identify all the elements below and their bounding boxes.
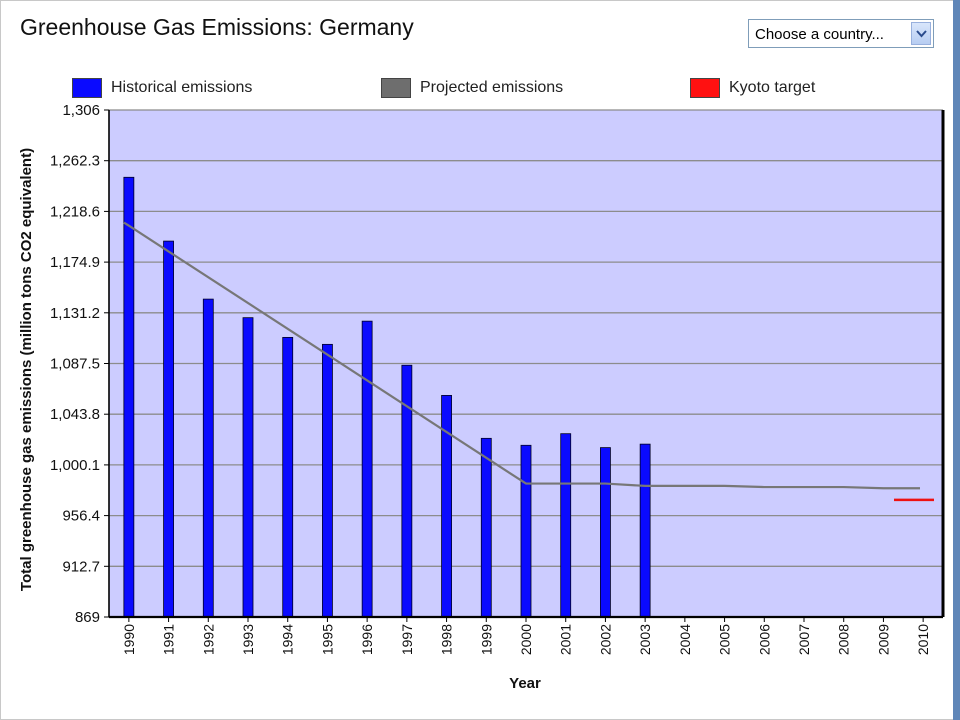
bar-1996 (361, 320, 373, 618)
bar-1992 (202, 298, 214, 618)
y-tick-label: 1,218.6 (50, 203, 100, 220)
country-select[interactable]: Choose a country... (748, 19, 934, 48)
bar-1999 (480, 437, 492, 618)
legend-historical-label: Historical emissions (111, 79, 253, 96)
x-tick-label: 1991 (161, 624, 177, 655)
projection-line (123, 221, 920, 490)
page-title: Greenhouse Gas Emissions: Germany (20, 14, 414, 40)
x-tick-label: 1990 (121, 624, 137, 655)
x-tick-label: 1993 (240, 624, 256, 655)
y-tick-label: 1,087.5 (50, 356, 100, 373)
x-tick-label: 1992 (200, 624, 216, 655)
bar-2001 (560, 433, 572, 618)
x-tick-label: 2008 (836, 624, 852, 655)
chevron-down-icon[interactable] (911, 22, 931, 45)
y-tick-label: 956.4 (62, 508, 100, 525)
y-tick-label: 1,131.2 (50, 305, 100, 322)
y-tick-label: 1,262.3 (50, 153, 100, 170)
bar-2003 (639, 443, 651, 618)
y-tick-label: 1,000.1 (50, 457, 100, 474)
legend-kyoto-label: Kyoto target (729, 79, 816, 96)
bar-1995 (322, 343, 333, 618)
y-axis-title: Total greenhouse gas emissions (million … (18, 148, 35, 591)
y-tick-label: 1,043.8 (50, 406, 100, 423)
y-tick-label: 869 (75, 609, 100, 626)
window-edge-bar (953, 0, 960, 720)
x-tick-label: 2003 (637, 624, 653, 655)
legend-projected-swatch (381, 78, 411, 98)
y-tick-label: 912.7 (62, 558, 100, 575)
x-tick-label: 2004 (677, 624, 693, 655)
x-tick-label: 2005 (717, 624, 733, 655)
x-tick-label: 1997 (399, 624, 415, 655)
x-tick-label: 2000 (518, 624, 534, 655)
bar-1994 (282, 336, 294, 618)
x-tick-label: 1996 (359, 624, 375, 655)
legend-projected-label: Projected emissions (420, 79, 564, 96)
x-tick-label: 1995 (319, 624, 335, 655)
x-tick-label: 2006 (756, 624, 772, 655)
country-select-value: Choose a country... (755, 26, 884, 43)
x-tick-label: 2001 (558, 624, 574, 655)
x-tick-label: 2010 (915, 624, 931, 655)
x-axis-title: Year (509, 675, 541, 692)
y-tick-label: 1,306 (62, 102, 100, 119)
legend-kyoto-swatch (690, 78, 720, 98)
x-tick-label: 1994 (280, 624, 296, 655)
bar-1990 (123, 176, 135, 618)
bar-1991 (163, 240, 174, 618)
x-tick-label: 1999 (478, 624, 494, 655)
y-tick-label: 1,174.9 (50, 254, 100, 271)
bar-2000 (520, 444, 532, 618)
x-tick-label: 2002 (597, 624, 613, 655)
legend-historical-swatch (72, 78, 102, 98)
bar-2002 (600, 447, 611, 618)
x-tick-label: 1998 (439, 624, 455, 655)
bar-1993 (242, 317, 254, 618)
x-tick-label: 2007 (796, 624, 812, 655)
x-tick-label: 2009 (875, 624, 891, 655)
